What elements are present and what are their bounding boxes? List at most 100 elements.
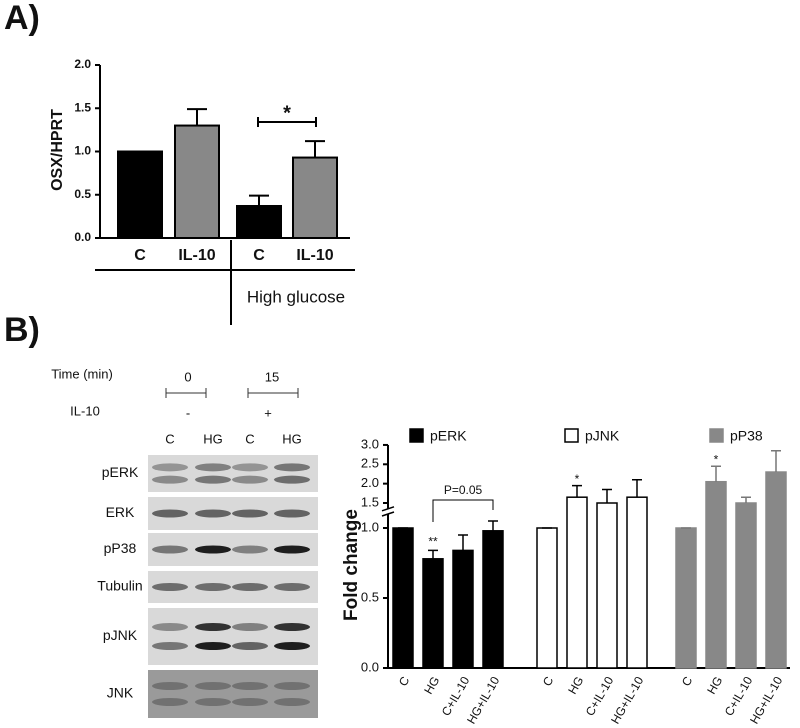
blot-strip	[148, 455, 318, 492]
band	[152, 545, 188, 554]
error-bar	[458, 534, 468, 551]
band	[195, 698, 231, 706]
error-bar	[249, 194, 269, 206]
bar	[174, 124, 220, 239]
bar	[566, 496, 588, 669]
blot-strip	[148, 608, 318, 665]
legend-swatch	[564, 428, 579, 443]
band	[152, 698, 188, 706]
time: 15	[265, 369, 279, 384]
x-tick-label: HG	[565, 674, 586, 697]
error-bar	[488, 520, 498, 531]
band	[274, 545, 310, 554]
band	[232, 583, 268, 591]
blot-strip	[148, 670, 318, 718]
band	[274, 642, 310, 650]
band	[232, 475, 268, 484]
bar	[596, 502, 618, 669]
bar	[292, 156, 338, 239]
error-bar	[711, 465, 721, 482]
band	[232, 463, 268, 472]
bar	[482, 530, 504, 669]
band	[232, 623, 268, 631]
annotation: *	[283, 102, 291, 124]
bar	[536, 527, 558, 669]
error-bar	[741, 496, 751, 503]
band	[152, 682, 188, 690]
y-tick-label: 1.0	[74, 144, 91, 158]
legend-swatch	[709, 428, 724, 443]
sig-bracket	[432, 499, 494, 522]
error-bar	[572, 484, 582, 498]
band	[195, 463, 231, 472]
annotation: **	[428, 535, 438, 549]
band	[274, 583, 310, 591]
band	[232, 509, 268, 518]
treatment-label: IL-10	[70, 403, 100, 418]
band	[152, 475, 188, 484]
error-bar	[428, 549, 438, 559]
x-tick-label: C	[679, 674, 696, 689]
bracket	[165, 388, 299, 398]
band	[152, 623, 188, 631]
band	[232, 642, 268, 650]
blot-row-label: pP38	[104, 540, 137, 556]
x-tick-label: C	[396, 674, 413, 689]
y-tick-label: 0.0	[361, 659, 379, 674]
bar	[117, 150, 163, 239]
band	[152, 583, 188, 591]
error-bar	[187, 108, 207, 126]
band	[232, 682, 268, 690]
annotation: P=0.05	[444, 483, 483, 497]
band	[274, 475, 310, 484]
y-tick-label: 0.0	[74, 230, 91, 244]
band	[195, 475, 231, 484]
band	[152, 509, 188, 518]
y-tick-label: 1.0	[361, 519, 379, 534]
x-tick-label: HG	[421, 674, 442, 697]
x-tick-label: C	[134, 247, 146, 264]
band	[274, 509, 310, 518]
y-tick-label: 0.5	[361, 589, 379, 604]
lane-label: HG	[203, 431, 223, 446]
legend-label: pJNK	[585, 428, 620, 444]
bar	[765, 471, 787, 669]
blot-row-label: JNK	[107, 685, 134, 701]
annotation: *	[714, 452, 719, 466]
y-axis-label: OSX/HPRT	[49, 109, 66, 191]
band	[274, 623, 310, 631]
break-mark	[381, 506, 395, 517]
legend-label: pP38	[730, 428, 763, 444]
legend-swatch	[409, 428, 424, 443]
bar	[626, 496, 648, 669]
band	[274, 682, 310, 690]
bar	[236, 204, 282, 239]
band	[152, 463, 188, 472]
annotation: *	[575, 472, 580, 486]
error-bar	[771, 450, 781, 473]
lane-label: HG	[282, 431, 302, 446]
x-tick-label: IL-10	[178, 247, 215, 264]
lane-label: C	[165, 431, 174, 446]
lane-label: C	[245, 431, 254, 446]
group-lines	[95, 240, 355, 325]
time: 0	[184, 369, 191, 384]
y-tick-label: 2.5	[361, 456, 379, 471]
band	[195, 583, 231, 591]
legend-label: pERK	[430, 428, 467, 444]
y-tick-label: 3.0	[361, 436, 379, 451]
band	[195, 509, 231, 518]
bar	[392, 527, 414, 669]
error-bar	[305, 140, 325, 158]
blot-row-label: pJNK	[103, 627, 138, 643]
x-tick-label: IL-10	[296, 247, 333, 264]
band	[195, 623, 231, 631]
y-tick-label: 1.5	[361, 494, 379, 509]
band	[152, 642, 188, 650]
bar	[705, 480, 727, 669]
treatment: -	[186, 405, 190, 420]
bar	[675, 527, 697, 669]
time-label: Time (min)	[51, 366, 113, 381]
error-bar	[632, 479, 642, 498]
y-tick-label: 1.5	[74, 100, 91, 114]
